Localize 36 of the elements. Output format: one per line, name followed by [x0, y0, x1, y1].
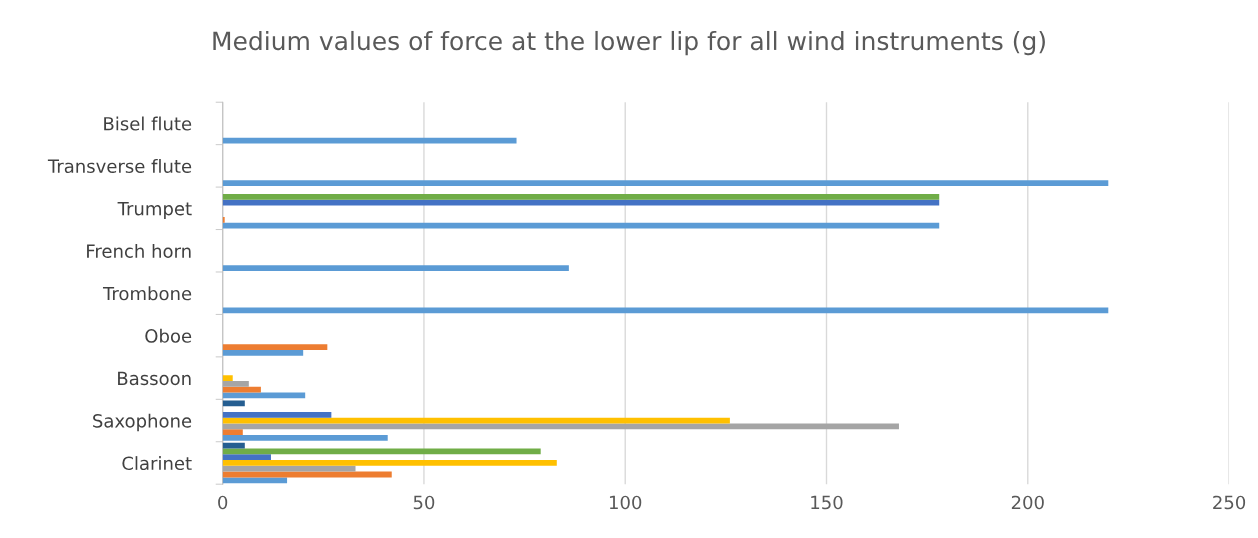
x-tick-label: 100: [609, 495, 642, 510]
bar: [222, 137, 517, 144]
y-tick-label: Oboe: [145, 328, 192, 343]
bar: [222, 454, 271, 461]
y-tick-label: Transverse flute: [47, 159, 192, 173]
bar: [222, 442, 245, 449]
bar: [222, 350, 304, 356]
bar: [222, 216, 225, 223]
y-tick-label: Bisel flute: [104, 116, 192, 131]
bar: [222, 375, 233, 381]
bar: [222, 265, 569, 271]
bar: [222, 392, 306, 399]
bar: [222, 465, 356, 472]
bar: [222, 477, 288, 484]
x-tick-label: 250: [1213, 495, 1246, 510]
bar: [222, 400, 245, 407]
x-tick-label: 150: [811, 495, 843, 510]
y-tick-label: French horn: [87, 243, 191, 258]
bar: [222, 429, 243, 435]
chart-title: Medium values of force at the lower lip for all wind instruments (g): [213, 30, 1045, 56]
bar: [222, 423, 899, 430]
bar: [222, 434, 388, 441]
y-tick-label: Trumpet: [117, 202, 192, 219]
bar: [222, 193, 940, 200]
bar: [222, 411, 332, 418]
bar: [222, 460, 557, 466]
y-tick-label: Trombone: [102, 286, 192, 301]
y-tick-label: Saxophone: [93, 413, 192, 432]
bar: [222, 344, 328, 351]
y-tick-label: Clarinet: [122, 456, 192, 471]
x-tick-label: 50: [413, 495, 435, 510]
bar: [222, 180, 1109, 187]
bar: [222, 380, 249, 387]
x-tick-label: 0: [218, 495, 228, 510]
y-tick-label: Bassoon: [118, 371, 191, 386]
x-tick-label: 200: [1011, 495, 1044, 510]
